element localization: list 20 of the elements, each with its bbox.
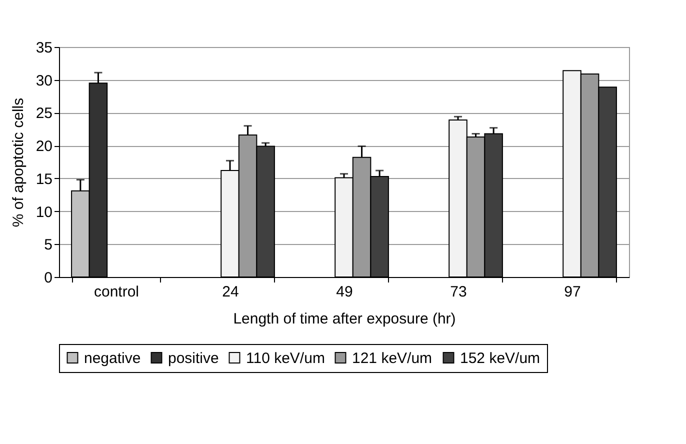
x-tick-label: 24 (222, 284, 239, 300)
x-tick-label: 49 (336, 284, 353, 300)
legend-label: 110 keV/um (246, 350, 325, 367)
y-tick-label: 30 (36, 72, 52, 90)
legend-label: positive (168, 350, 219, 367)
legend-label: 121 keV/um (352, 350, 432, 367)
y-axis-title: % of apoptotic cells (10, 98, 27, 228)
y-tick-label: 35 (36, 40, 52, 56)
y-tick-label: 20 (36, 138, 52, 156)
y-tick-label: 25 (36, 105, 52, 122)
y-tick-label: 15 (36, 170, 52, 188)
x-tick-label: 73 (450, 284, 467, 300)
y-tick-label: 5 (44, 236, 52, 254)
y-tick-label: 0 (44, 270, 52, 286)
y-tick-label: 10 (36, 204, 52, 221)
x-tick-label: 97 (564, 284, 581, 300)
legend-label: 152 keV/um (460, 350, 540, 367)
x-axis-title: Length of time after exposure (hr) (233, 310, 456, 328)
x-tick-label: control (94, 284, 140, 300)
legend-label: negative (84, 350, 141, 367)
